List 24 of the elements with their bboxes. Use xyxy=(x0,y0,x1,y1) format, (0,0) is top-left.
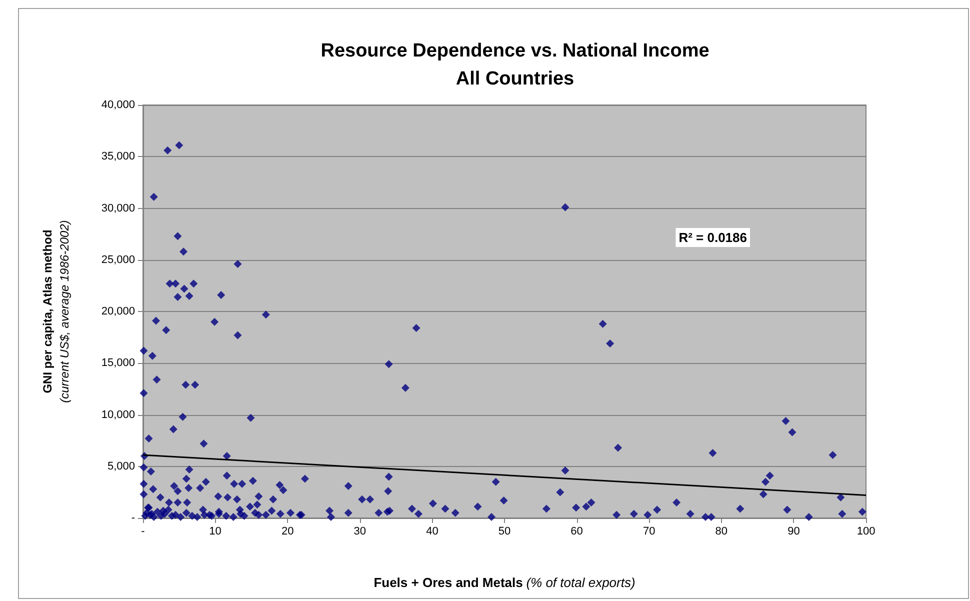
x-tick-label: 20 xyxy=(281,526,294,538)
x-tick-label: 70 xyxy=(642,526,656,538)
y-tick-label: 40,000 xyxy=(101,99,135,111)
x-tick-label: 10 xyxy=(209,526,222,538)
x-tick-label: 90 xyxy=(788,526,800,538)
y-tick-label: 30,000 xyxy=(101,202,135,214)
annotation: R² = 0.0186 xyxy=(678,230,748,245)
y-tick-label: 20,000 xyxy=(101,306,135,318)
x-tick-label: - xyxy=(141,526,146,538)
y-tick-label: 25,000 xyxy=(101,254,135,266)
y-tick-label: 15,000 xyxy=(101,357,135,370)
x-tick-label: 50 xyxy=(498,526,511,538)
y-axis-title: GNI per capita, Atlas method (current US$, average 1986-2002) xyxy=(40,220,72,403)
y-tick-label: 10,000 xyxy=(101,408,135,421)
x-tick-label: 40 xyxy=(426,526,438,538)
x-tick-label: 80 xyxy=(715,526,728,538)
y-tick-label: - xyxy=(131,512,136,524)
x-tick-label: 30 xyxy=(354,526,366,538)
x-axis-title: Fuels + Ores and Metals (% of total exports) xyxy=(374,575,636,590)
y-tick-label: 5,000 xyxy=(107,460,135,472)
x-tick-label: 60 xyxy=(570,526,583,538)
x-tick-label: 100 xyxy=(856,526,876,538)
chart-title: Resource Dependence vs. National Income All Countries xyxy=(320,40,710,90)
y-tick-label: 35,000 xyxy=(101,150,135,163)
